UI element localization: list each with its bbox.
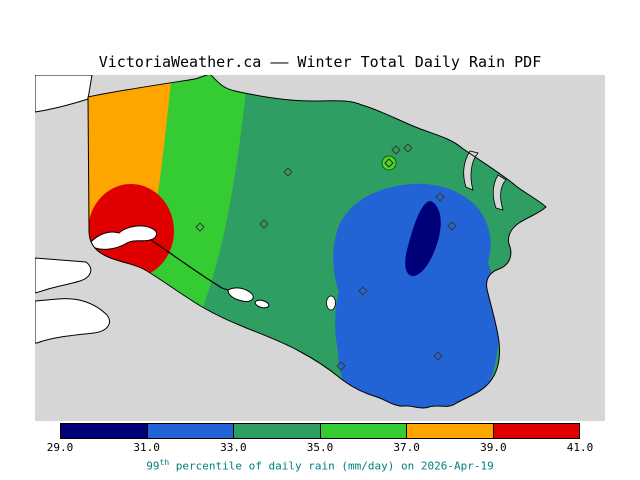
station-diamond-marker — [447, 221, 457, 231]
colorbar-tick-label: 35.0 — [306, 441, 334, 454]
colorbar-segment — [146, 424, 233, 438]
coastline-southwest-b — [35, 298, 110, 344]
colorbar-segment — [406, 424, 493, 438]
coastline-southwest-a — [35, 257, 92, 294]
harbour-west — [227, 287, 254, 302]
colorbar-tick-label: 39.0 — [480, 441, 507, 454]
colorbar-segment — [233, 424, 320, 438]
inlet-notch — [492, 174, 507, 211]
inland-lake — [326, 295, 336, 311]
weather-contour-map — [35, 75, 605, 421]
station-markers — [195, 143, 457, 371]
station-diamond-marker — [195, 222, 205, 232]
colorbar-tick-label: 37.0 — [393, 441, 420, 454]
station-diamond-marker — [384, 158, 394, 168]
caption-percentile-sup: th — [159, 458, 170, 467]
station-diamond-marker — [433, 351, 443, 361]
station-diamond-marker — [259, 219, 269, 229]
saanich-inlet-notches — [463, 150, 507, 211]
caption: 99th percentile of daily rain (mm/day) o… — [0, 458, 640, 473]
colorbar-tick-label: 33.0 — [220, 441, 247, 454]
station-diamond-marker — [358, 286, 368, 296]
sooke-inlet — [89, 225, 157, 250]
colorbar-ticks: 29.0 31.0 33.0 35.0 37.0 39.0 41.0 — [47, 441, 594, 454]
inlet-notch — [463, 150, 479, 191]
outside-coastline-shapes — [35, 75, 110, 344]
station-diamond-marker — [283, 167, 293, 177]
station-diamond-marker — [435, 192, 445, 202]
contour-band-31-33 — [333, 183, 500, 408]
station-diamond-marker — [391, 145, 401, 155]
colorbar-segment — [492, 424, 579, 438]
colorbar-segment — [319, 424, 406, 438]
colorbar-segment — [61, 424, 147, 438]
colorbar-tick-label: 41.0 — [566, 441, 594, 454]
contour-band-29-31 — [405, 200, 441, 277]
highlighted-station-ring — [381, 155, 397, 171]
colorbar-tick-label: 29.0 — [46, 441, 74, 454]
colorbar-wrap: 29.0 31.0 33.0 35.0 37.0 39.0 41.0 — [47, 423, 594, 454]
caption-text: percentile of daily rain (mm/day) on 202… — [169, 459, 494, 473]
station-diamond-marker — [403, 143, 413, 153]
page-title: VictoriaWeather.ca —— Winter Total Daily… — [98, 53, 542, 71]
station-diamond-marker — [336, 361, 346, 371]
colorbar — [60, 423, 580, 439]
harbour-east — [254, 299, 270, 309]
colorbar-tick-label: 31.0 — [133, 441, 160, 454]
caption-percentile: 99 — [146, 459, 160, 473]
